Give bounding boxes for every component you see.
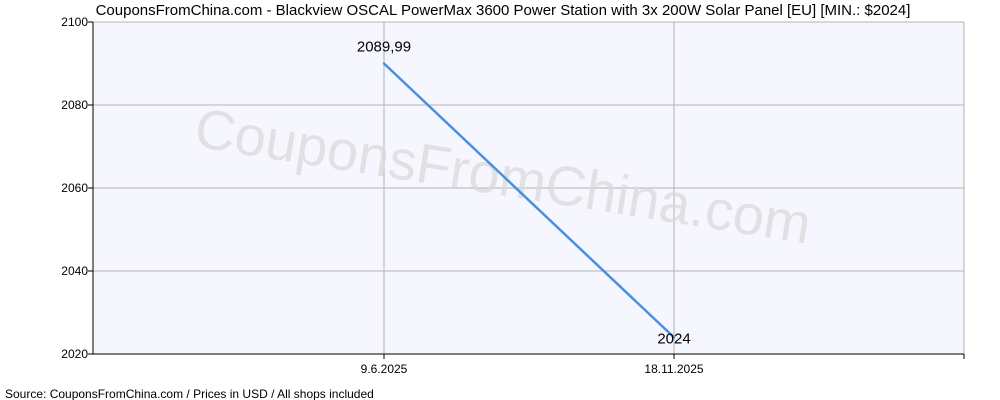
grid-lines [93, 22, 964, 354]
data-label: 2024 [657, 330, 690, 347]
y-tick-label: 2100 [61, 15, 88, 29]
y-axis-tick-labels: 2020 2040 2060 2080 2100 [61, 15, 88, 361]
x-tick-label: 9.6.2025 [361, 362, 408, 376]
series-layer [382, 62, 676, 339]
chart-title: CouponsFromChina.com - Blackview OSCAL P… [96, 2, 911, 19]
y-tick-label: 2060 [61, 181, 88, 195]
x-axis-tick-labels: 9.6.2025 18.11.2025 [361, 362, 704, 376]
data-labels: 2089,99 2024 [357, 39, 691, 348]
price-line [382, 62, 676, 339]
y-tick-label: 2080 [61, 98, 88, 112]
y-tick-label: 2040 [61, 264, 88, 278]
x-tick-label: 18.11.2025 [644, 362, 703, 376]
source-note: Source: CouponsFromChina.com / Prices in… [5, 387, 374, 400]
data-label: 2089,99 [357, 39, 411, 56]
y-tick-label: 2020 [61, 347, 88, 361]
axes [88, 21, 965, 359]
